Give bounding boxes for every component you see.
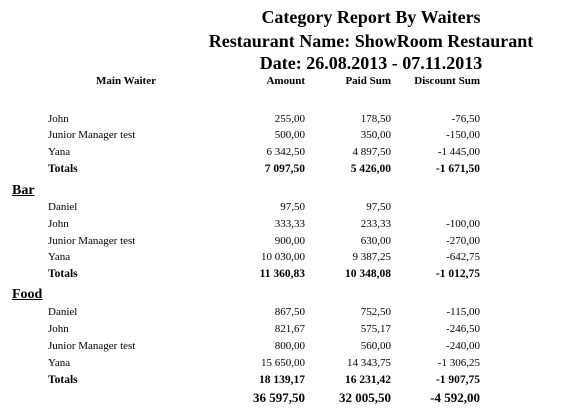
cell-paid: 4 897,50 bbox=[352, 146, 392, 158]
cell-amount: 800,00 bbox=[274, 340, 305, 352]
cell-waiter: John bbox=[48, 113, 69, 125]
totals-paid: 10 348,08 bbox=[345, 268, 391, 280]
totals-discount: -1 671,50 bbox=[435, 163, 480, 175]
totals-paid: 16 231,42 bbox=[345, 374, 391, 386]
totals-amount: 7 097,50 bbox=[264, 163, 305, 175]
totals-amount: 18 139,17 bbox=[259, 374, 305, 386]
cell-discount: -76,50 bbox=[451, 113, 480, 125]
cell-discount: -1 306,25 bbox=[437, 357, 480, 369]
table-row: Yana 15 650,00 14 343,75 -1 306,25 bbox=[0, 356, 576, 371]
report-date-range: Date: 26.08.2013 - 07.11.2013 bbox=[259, 53, 483, 73]
totals-discount: -1 012,75 bbox=[435, 268, 480, 280]
totals-row: Totals 7 097,50 5 426,00 -1 671,50 bbox=[0, 162, 576, 177]
grand-total-amount: 36 597,50 bbox=[253, 390, 305, 405]
cell-waiter: Yana bbox=[48, 146, 71, 158]
table-row: Daniel 867,50 752,50 -115,00 bbox=[0, 305, 576, 320]
cell-waiter: John bbox=[48, 218, 69, 230]
header-discount-sum: Discount Sum bbox=[414, 75, 480, 87]
table-row: John 333,33 233,33 -100,00 bbox=[0, 217, 576, 232]
table-row: Junior Manager test 800,00 560,00 -240,0… bbox=[0, 339, 576, 354]
cell-waiter: John bbox=[48, 323, 69, 335]
cell-amount: 821,67 bbox=[274, 323, 305, 335]
cell-waiter: Daniel bbox=[48, 201, 78, 213]
section-heading-food: Food bbox=[12, 287, 43, 302]
table-row: John 821,67 575,17 -246,50 bbox=[0, 322, 576, 337]
totals-label: Totals bbox=[48, 374, 78, 386]
cell-discount: -240,00 bbox=[446, 340, 480, 352]
cell-paid: 560,00 bbox=[360, 340, 391, 352]
cell-discount: -1 445,00 bbox=[437, 146, 480, 158]
totals-paid: 5 426,00 bbox=[350, 163, 391, 175]
cell-discount: -270,00 bbox=[446, 235, 480, 247]
cell-amount: 255,00 bbox=[274, 113, 305, 125]
totals-label: Totals bbox=[48, 268, 78, 280]
cell-amount: 10 030,00 bbox=[261, 251, 305, 263]
header-main-waiter: Main Waiter bbox=[96, 75, 156, 87]
cell-paid: 178,50 bbox=[360, 113, 391, 125]
cell-amount: 500,00 bbox=[274, 129, 305, 141]
cell-paid: 9 387,25 bbox=[352, 251, 392, 263]
cell-amount: 6 342,50 bbox=[266, 146, 306, 158]
cell-paid: 350,00 bbox=[360, 129, 391, 141]
cell-paid: 14 343,75 bbox=[347, 357, 391, 369]
table-row: Yana 6 342,50 4 897,50 -1 445,00 bbox=[0, 145, 576, 160]
totals-row: Totals 11 360,83 10 348,08 -1 012,75 bbox=[0, 267, 576, 282]
header-amount: Amount bbox=[266, 75, 305, 87]
cell-amount: 900,00 bbox=[274, 235, 305, 247]
cell-waiter: Junior Manager test bbox=[48, 235, 136, 247]
cell-waiter: Daniel bbox=[48, 306, 78, 318]
cell-waiter: Yana bbox=[48, 251, 71, 263]
cell-amount: 15 650,00 bbox=[261, 357, 305, 369]
grand-total-paid: 32 005,50 bbox=[339, 390, 391, 405]
cell-waiter: Junior Manager test bbox=[48, 129, 136, 141]
cell-waiter: Junior Manager test bbox=[48, 340, 136, 352]
table-row: Yana 10 030,00 9 387,25 -642,75 bbox=[0, 250, 576, 265]
totals-discount: -1 907,75 bbox=[435, 374, 480, 386]
table-row: Junior Manager test 500,00 350,00 -150,0… bbox=[0, 128, 576, 143]
cell-paid: 97,50 bbox=[366, 201, 391, 213]
cell-amount: 333,33 bbox=[274, 218, 305, 230]
table-row: John 255,00 178,50 -76,50 bbox=[0, 112, 576, 127]
cell-paid: 575,17 bbox=[360, 323, 391, 335]
table-row: Junior Manager test 900,00 630,00 -270,0… bbox=[0, 234, 576, 249]
totals-row: Totals 18 139,17 16 231,42 -1 907,75 bbox=[0, 373, 576, 388]
cell-discount: -115,00 bbox=[446, 306, 480, 318]
cell-amount: 867,50 bbox=[274, 306, 305, 318]
cell-paid: 233,33 bbox=[360, 218, 391, 230]
cell-paid: 752,50 bbox=[360, 306, 391, 318]
totals-amount: 11 360,83 bbox=[259, 268, 305, 280]
cell-paid: 630,00 bbox=[360, 235, 391, 247]
cell-discount: -246,50 bbox=[446, 323, 480, 335]
cell-discount: -100,00 bbox=[446, 218, 480, 230]
header-paid-sum: Paid Sum bbox=[345, 75, 391, 87]
cell-discount: -642,75 bbox=[446, 251, 480, 263]
section-heading-bar: Bar bbox=[12, 183, 35, 198]
cell-discount: -150,00 bbox=[446, 129, 480, 141]
restaurant-name: Restaurant Name: ShowRoom Restaurant bbox=[208, 31, 534, 51]
table-row: Daniel 97,50 97,50 bbox=[0, 200, 576, 215]
cell-waiter: Yana bbox=[48, 357, 71, 369]
report-title: Category Report By Waiters bbox=[261, 7, 481, 27]
cell-amount: 97,50 bbox=[280, 201, 305, 213]
grand-total-discount: -4 592,00 bbox=[430, 390, 480, 405]
totals-label: Totals bbox=[48, 163, 78, 175]
